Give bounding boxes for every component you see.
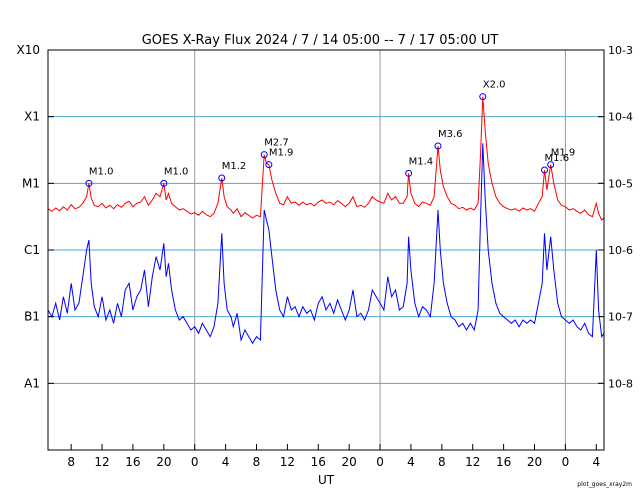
flare-label-2: M1.2 [222,161,247,172]
flare-marker-3 [260,151,268,159]
flare-markers: M1.0 M1.0 M1.2M2.7M1.9M1.4M3.6X2.0M1.6M1.9 [85,80,576,187]
flux-label-4: 10-7 [608,311,633,324]
flare-label-7: X2.0 [483,80,506,91]
time-label-3: 20 [156,455,171,469]
flux-label-2: 10-5 [608,177,633,190]
flare-marker-1 [160,179,168,187]
flare-label-3: M2.7 [264,138,289,149]
class-label-4: B1 [24,310,40,324]
flare-marker-0 [85,179,93,187]
flare-marker-8 [541,166,549,174]
time-label-17: 4 [592,455,600,469]
time-label-10: 0 [376,455,384,469]
flare-label-0: M1.0 [89,166,114,177]
time-label-15: 20 [527,455,542,469]
time-label-0: 8 [67,455,75,469]
series-line-0 [47,96,605,221]
time-label-5: 4 [222,455,230,469]
flare-label-4: M1.9 [269,148,294,159]
time-label-11: 4 [407,455,415,469]
flare-label-9: M1.9 [551,148,576,159]
flare-marker-2 [218,174,226,182]
series-line-1 [47,143,605,345]
flare-marker-5 [405,169,413,177]
flux-series [47,96,605,345]
flare-marker-6 [434,142,442,150]
time-label-1: 12 [94,455,109,469]
time-label-12: 8 [438,455,446,469]
time-axis: 8 12 16 20 0 4 8 12 16 20 0 4 8 12 16 20 0 4 [67,444,600,469]
flux-label-3: 10-6 [608,244,633,257]
time-label-9: 20 [342,455,357,469]
time-label-4: 0 [191,455,199,469]
class-label-1: X1 [24,110,40,124]
flux-label-1: 10-4 [608,111,633,124]
time-label-14: 16 [496,455,511,469]
flare-label-1: M1.0 [164,166,189,177]
flux-axis: 10-3 10-4 10-5 10-6 10-7 10-8 [598,44,633,390]
class-axis: X10 X1 M1 C1 B1 A1 [17,43,54,390]
flare-marker-7 [479,93,487,101]
flux-label-5: 10-8 [608,377,633,390]
class-label-3: C1 [24,243,40,257]
flare-label-5: M1.4 [409,156,434,167]
plot-credit: plot_goes_xray2m [577,481,632,488]
grid-lines [48,50,604,450]
time-label-7: 12 [280,455,295,469]
class-label-2: M1 [22,176,40,190]
x-axis-label: UT [318,473,335,487]
class-label-5: A1 [24,376,40,390]
time-label-8: 16 [311,455,326,469]
time-label-16: 0 [562,455,570,469]
time-label-2: 16 [125,455,140,469]
flare-marker-9 [547,161,555,169]
chart-title: GOES X-Ray Flux 2024 / 7 / 14 05:00 -- 7… [142,33,499,48]
class-label-0: X10 [17,43,41,57]
time-label-6: 8 [253,455,261,469]
flare-label-8: M1.6 [545,153,570,164]
flare-label-6: M3.6 [438,129,463,140]
flare-marker-4 [265,161,273,169]
flux-label-0: 10-3 [608,44,633,57]
time-label-13: 12 [465,455,480,469]
